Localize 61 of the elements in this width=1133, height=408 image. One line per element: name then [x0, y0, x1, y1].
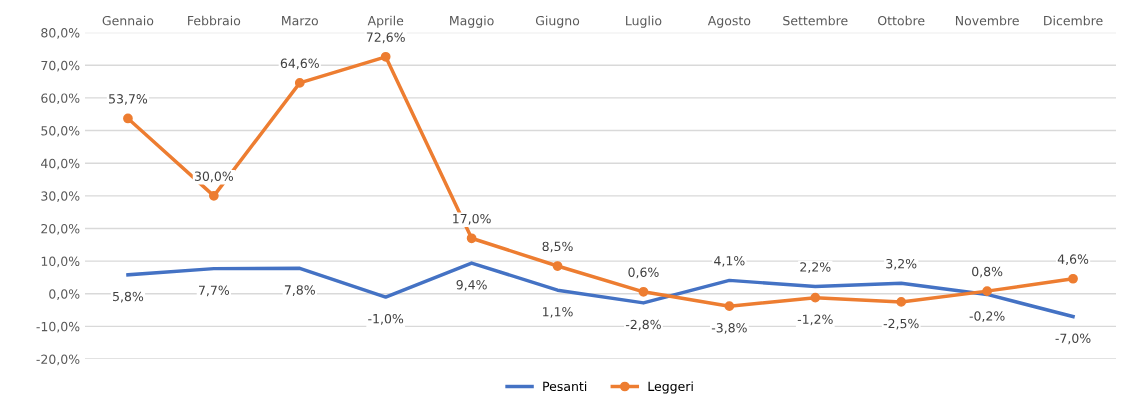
data-label: -0,2% [969, 311, 1005, 323]
x-tick-label: Settembre [783, 15, 848, 26]
x-tick-label: Novembre [955, 15, 1019, 26]
data-label: 3,2% [886, 258, 917, 270]
x-tick-label: Ottobre [878, 15, 925, 26]
data-label: 1,1% [543, 307, 573, 318]
point [208, 190, 219, 201]
point [982, 286, 992, 297]
y-tick-label: 80,0% [41, 28, 80, 39]
data-label: 0,8% [972, 266, 1003, 278]
legend-label: Leggeri [648, 381, 693, 394]
y-tick-label: 50,0% [41, 126, 80, 137]
point [638, 286, 649, 297]
data-label: 53,7% [109, 94, 148, 105]
data-label: 72,6% [366, 32, 405, 44]
data-label: 7,7% [199, 285, 230, 297]
data-label: 8,5% [542, 241, 573, 253]
data-label: -1,0% [368, 313, 404, 325]
x-tick-label: Marzo [282, 16, 318, 26]
y-tick-label: 20,0% [41, 223, 80, 235]
data-label: 4,1% [714, 256, 745, 267]
point [466, 233, 477, 244]
y-tick-label: 70,0% [41, 60, 80, 72]
data-label: -3,8% [711, 323, 747, 334]
data-label: 2,2% [800, 262, 831, 273]
point [810, 292, 821, 303]
point [380, 51, 391, 62]
x-tick-label: Agosto [707, 16, 751, 28]
y-tick-label: 0,0% [49, 289, 80, 300]
y-tick-label: -10,0% [36, 321, 80, 333]
data-label: -1,2% [797, 314, 833, 326]
data-label: -2,8% [625, 319, 661, 331]
data-label: 30,0% [194, 171, 234, 183]
x-tick-label: Aprile [367, 15, 404, 28]
legend-label: Pesanti [543, 381, 587, 392]
data-label: 0,6% [628, 267, 659, 279]
y-tick-label: 10,0% [41, 256, 80, 268]
data-label: 64,6% [280, 58, 319, 70]
x-tick-label: Gennaio [102, 15, 154, 26]
data-label: 9,4% [456, 279, 487, 291]
point [1068, 273, 1078, 284]
point [724, 301, 735, 312]
y-tick-label: 60,0% [41, 93, 80, 105]
data-label: -2,5% [883, 318, 919, 330]
x-tick-label: Giugno [535, 15, 580, 28]
x-tick-label: Maggio [450, 15, 494, 28]
y-tick-label: -20,0% [36, 354, 80, 366]
point [123, 113, 133, 124]
y-tick-label: 30,0% [41, 191, 80, 203]
data-label: 7,8% [284, 285, 315, 296]
x-tick-label: Dicembre [1044, 15, 1103, 26]
data-label: -7,0% [1055, 333, 1091, 345]
y-tick-label: 40,0% [41, 158, 80, 170]
point [294, 78, 305, 88]
data-label: 4,6% [1057, 254, 1089, 266]
point [552, 261, 563, 271]
data-label: 5,8% [113, 291, 144, 303]
x-tick-label: Luglio [626, 15, 662, 28]
data-label: 17,0% [453, 213, 491, 225]
point [896, 297, 907, 307]
x-tick-label: Febbraio [188, 15, 241, 26]
